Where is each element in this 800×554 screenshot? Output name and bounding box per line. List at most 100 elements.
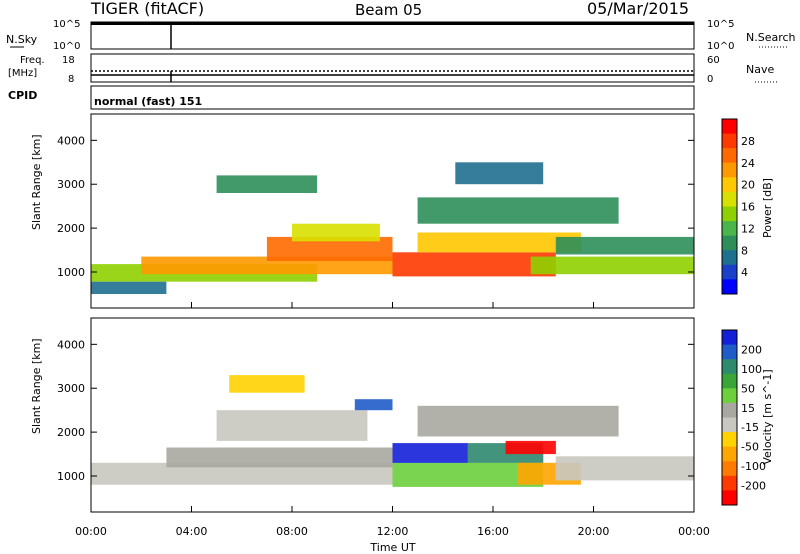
velocity-colorbar-tick-1: 100 xyxy=(741,363,762,376)
power-colorbar-swatch-4 xyxy=(722,177,737,193)
power-colorbar-tick-0: 28 xyxy=(741,135,755,148)
date-title: 05/Mar/2015 xyxy=(587,0,689,18)
x-axis-label: Time UT xyxy=(369,541,415,554)
velocity-colorbar-swatch-7 xyxy=(722,432,737,448)
power-band-10 xyxy=(455,162,544,185)
nsky-label: N.Sky xyxy=(6,33,38,46)
power-ytick-label-1: 3000 xyxy=(57,178,85,191)
velocity-ylabel: Slant Range [km] xyxy=(30,338,43,434)
velocity-colorbar-label: Velocity [m s^-1] xyxy=(761,369,774,464)
power-colorbar-tick-2: 20 xyxy=(741,179,755,192)
power-band-3 xyxy=(292,223,380,242)
cpid-value: normal (fast) 151 xyxy=(94,95,202,108)
power-ytick-label-0: 4000 xyxy=(57,134,85,147)
power-colorbar-swatch-11 xyxy=(722,279,737,295)
power-colorbar-tick-5: 8 xyxy=(741,244,748,257)
velocity-colorbar-swatch-9 xyxy=(722,461,737,477)
power-band-6 xyxy=(530,256,694,275)
x-tick-label-3: 12:00 xyxy=(377,525,409,538)
power-colorbar-swatch-8 xyxy=(722,235,737,251)
nsky-tick-top: 10^5 xyxy=(53,19,80,30)
velocity-colorbar-swatch-10 xyxy=(722,475,737,491)
top-panels: N.Sky 10^5 10^0 10^5 10^0 N.Search Freq.… xyxy=(6,19,796,110)
velocity-band-10 xyxy=(354,399,393,411)
power-colorbar-tick-3: 16 xyxy=(741,201,755,214)
power-colorbar-swatch-7 xyxy=(722,221,737,237)
nsearch-tick-top: 10^5 xyxy=(707,19,734,30)
power-ytick-label-2: 2000 xyxy=(57,222,85,235)
velocity-colorbar-swatch-2 xyxy=(722,359,737,375)
power-band-11 xyxy=(91,281,167,294)
power-ylabel: Slant Range [km] xyxy=(30,134,43,230)
velocity-ytick-label-2: 2000 xyxy=(57,426,85,439)
freq-unit-label: [MHz] xyxy=(8,68,37,79)
power-colorbar-swatch-2 xyxy=(722,148,737,164)
power-colorbar-tick-4: 12 xyxy=(741,222,755,235)
power-band-4 xyxy=(392,252,556,277)
velocity-colorbar-frame xyxy=(721,329,738,506)
freq-tick-top: 18 xyxy=(62,55,75,66)
freq-panel xyxy=(90,53,695,83)
nsearch-label: N.Search xyxy=(746,31,796,44)
velocity-colorbar-tick-0: 200 xyxy=(741,343,762,356)
power-colorbar-swatches xyxy=(722,119,737,295)
x-tick-label-6: 00:00 xyxy=(678,525,710,538)
velocity-band-0 xyxy=(91,462,393,485)
velocity-band-9 xyxy=(417,405,619,437)
velocity-ytick-label-1: 3000 xyxy=(57,382,85,395)
power-colorbar-swatch-3 xyxy=(722,162,737,178)
velocity-ytick-label-3: 1000 xyxy=(57,470,85,483)
velocity-ytick-label-0: 4000 xyxy=(57,338,85,351)
x-tick-label-0: 00:00 xyxy=(75,525,107,538)
x-tick-label-1: 04:00 xyxy=(176,525,208,538)
velocity-colorbar-swatch-5 xyxy=(722,402,737,418)
velocity-colorbar-ticks: 200 100 50 15 -15 -50 -100 -200 xyxy=(741,343,766,492)
x-axis: 00:00 04:00 08:00 12:00 16:00 20:00 00:00 Time… xyxy=(75,302,710,554)
nsky-panel xyxy=(90,21,695,50)
nave-tick-bottom: 0 xyxy=(707,74,713,85)
velocity-band-8 xyxy=(216,410,368,441)
power-colorbar-frame xyxy=(721,118,738,295)
power-colorbar-label: Power [dB] xyxy=(761,178,774,238)
velocity-colorbar-swatch-11 xyxy=(722,490,737,506)
velocity-colorbar-tick-5: -50 xyxy=(741,441,759,454)
power-band-7 xyxy=(555,236,694,255)
velocity-colorbar-swatch-3 xyxy=(722,373,737,389)
power-colorbar: 28 24 20 16 12 8 4 Power [dB] xyxy=(721,118,774,295)
x-tick-label-2: 08:00 xyxy=(276,525,308,538)
power-colorbar-swatch-0 xyxy=(722,119,737,135)
power-colorbar-swatch-1 xyxy=(722,133,737,149)
velocity-colorbar-tick-3: 15 xyxy=(741,402,755,415)
velocity-colorbar-swatch-1 xyxy=(722,344,737,360)
velocity-colorbar-swatches xyxy=(722,330,737,506)
header: TIGER (fitACF) Beam 05 05/Mar/2015 xyxy=(90,0,689,19)
power-colorbar-swatch-9 xyxy=(722,250,737,266)
x-tick-labels: 00:00 04:00 08:00 12:00 16:00 20:00 00:00 xyxy=(75,302,710,538)
velocity-band-5 xyxy=(505,440,556,455)
power-band-8 xyxy=(216,175,318,193)
power-band-5 xyxy=(417,232,581,253)
velocity-colorbar-tick-2: 50 xyxy=(741,382,755,395)
velocity-data xyxy=(91,375,694,487)
velocity-colorbar-tick-6: -100 xyxy=(741,460,766,473)
velocity-colorbar-swatch-4 xyxy=(722,388,737,404)
beam-title: Beam 05 xyxy=(355,1,422,19)
velocity-colorbar-swatch-0 xyxy=(722,330,737,346)
velocity-colorbar-tick-7: -200 xyxy=(741,480,766,493)
power-yticks: 4000 3000 2000 1000 xyxy=(57,134,694,279)
nsearch-tick-bottom: 10^0 xyxy=(707,41,734,52)
velocity-colorbar: 200 100 50 15 -15 -50 -100 -200 Velocity [m s^-… xyxy=(721,329,774,506)
power-colorbar-tick-6: 4 xyxy=(741,266,748,279)
velocity-panel: Slant Range [km] 4000 3000 2000 1000 xyxy=(30,317,695,513)
velocity-band-7 xyxy=(555,456,694,481)
nave-label: Nave xyxy=(746,63,774,76)
power-panel: Slant Range [km] 4000 3000 2000 1000 xyxy=(30,113,695,309)
velocity-colorbar-swatch-8 xyxy=(722,446,737,462)
freq-tick-bottom: 8 xyxy=(68,74,74,85)
velocity-band-3 xyxy=(392,443,468,463)
nave-tick-top: 60 xyxy=(707,55,720,66)
power-colorbar-swatch-6 xyxy=(722,206,737,222)
power-colorbar-ticks: 28 24 20 16 12 8 4 xyxy=(741,135,755,279)
velocity-colorbar-tick-4: -15 xyxy=(741,421,759,434)
